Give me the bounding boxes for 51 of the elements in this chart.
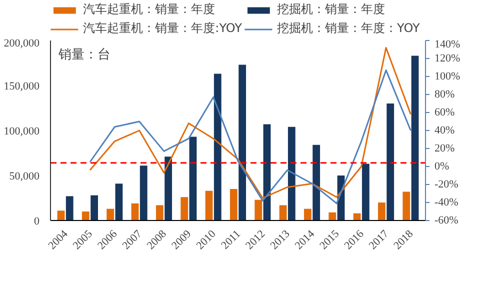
y2-tick-label: 80% — [434, 88, 455, 100]
y2-tick-label: 60% — [434, 106, 455, 118]
bar — [254, 200, 262, 220]
bar — [57, 210, 65, 220]
legend-label: 挖掘机：销量：年度 — [277, 1, 386, 18]
y-tick-label: 200,000 — [4, 38, 40, 50]
bar — [238, 64, 246, 220]
bar — [189, 136, 197, 220]
bar — [312, 144, 320, 220]
bar — [328, 212, 336, 220]
y2-tick-label: 0% — [434, 160, 450, 172]
bar — [140, 166, 148, 220]
bar — [180, 197, 188, 220]
y-tick-label: 150,000 — [4, 80, 40, 92]
bar — [156, 205, 164, 220]
bar — [378, 202, 386, 220]
y2-tick-label: -20% — [434, 178, 458, 190]
y2-tick-label: -60% — [434, 214, 458, 226]
bar — [411, 56, 419, 220]
y-tick-label: 0 — [34, 216, 40, 228]
legend-label: 挖掘机：销量：年度：YOY — [277, 20, 420, 37]
bar — [279, 205, 287, 220]
legend-label: 汽车起重机：销量：年度 — [83, 1, 216, 18]
y2-tick-label: 120% — [434, 52, 460, 64]
bar — [82, 212, 90, 220]
legend-label: 汽车起重机：销量：年度:YOY — [83, 20, 242, 37]
bar — [131, 203, 139, 220]
y2-tick-label: 40% — [434, 124, 455, 136]
bar — [115, 184, 123, 220]
bar — [230, 189, 238, 220]
bar — [214, 74, 222, 220]
bar — [90, 195, 98, 220]
bar — [66, 196, 74, 220]
bar — [106, 208, 114, 220]
y2-tick-label: -40% — [434, 196, 458, 208]
annotation: 销量：台 — [58, 48, 110, 62]
line-series — [89, 69, 412, 204]
bar — [288, 126, 296, 220]
bar — [205, 190, 213, 220]
y2-tick-label: 100% — [434, 70, 460, 82]
bar — [402, 192, 410, 220]
bar — [362, 164, 370, 220]
bar — [386, 104, 394, 220]
y2-tick-label: 20% — [434, 142, 455, 154]
y-tick-label: 100,000 — [4, 126, 40, 138]
bar — [164, 156, 172, 220]
bar — [304, 208, 312, 220]
y2-tick-label: 140% — [434, 38, 460, 50]
bar — [263, 124, 271, 220]
y-tick-label: 50,000 — [9, 170, 40, 182]
line-series — [89, 46, 412, 199]
